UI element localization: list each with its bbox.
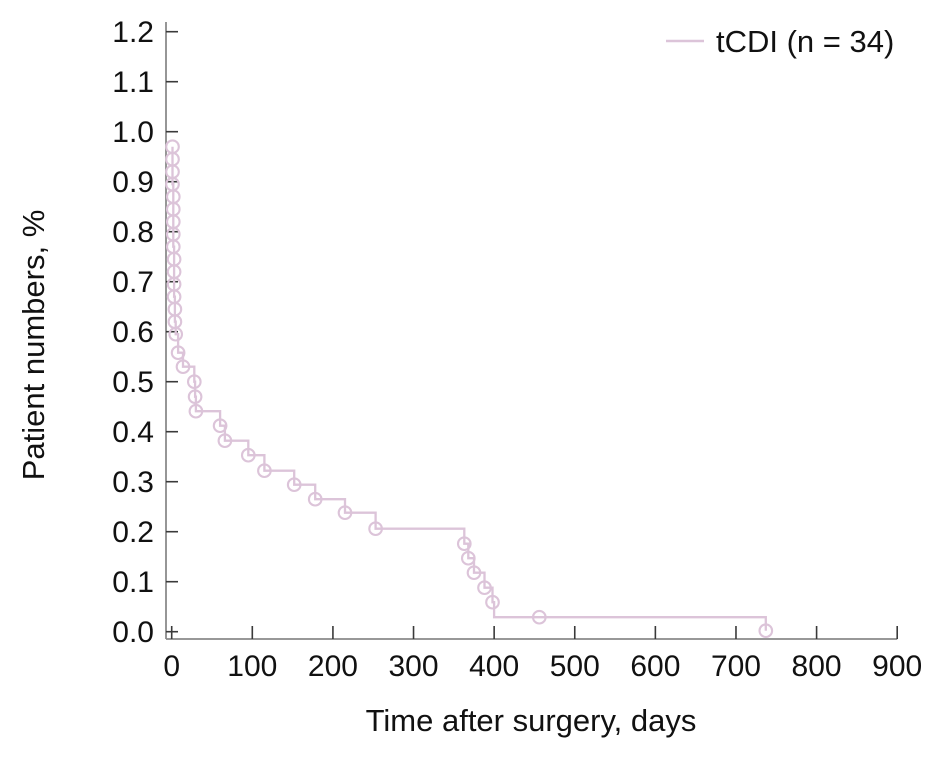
- axes: [165, 22, 898, 640]
- x-tick-label: 0: [163, 650, 180, 683]
- data-point-marker: [337, 505, 353, 521]
- data-point-marker: [286, 477, 302, 493]
- data-point-marker: [368, 521, 383, 537]
- data-point-marker: [217, 433, 233, 449]
- x-tick-label: 100: [227, 650, 277, 683]
- data-point-marker: [460, 550, 476, 566]
- data-point-marker: [186, 374, 202, 390]
- y-tick-label: 0.1: [112, 566, 154, 599]
- y-tick-label: 0.5: [112, 366, 154, 399]
- y-tick-label: 0.9: [112, 166, 154, 199]
- x-tick-label: 500: [550, 650, 600, 683]
- y-tick-label: 0.8: [112, 216, 154, 249]
- x-axis-title: Time after surgery, days: [366, 703, 697, 738]
- x-tick-label: 400: [469, 650, 519, 683]
- x-tick-label: 200: [308, 650, 358, 683]
- y-tick-label: 0.0: [112, 616, 154, 649]
- y-axis-title: Patient numbers, %: [16, 210, 51, 481]
- data-point-markers: [165, 139, 774, 639]
- legend: tCDI (n = 34): [666, 24, 894, 59]
- x-tick-label: 300: [389, 650, 439, 683]
- data-point-marker: [477, 580, 492, 596]
- y-tick-label: 0.2: [112, 516, 154, 549]
- x-tick-label: 900: [872, 650, 922, 683]
- x-ticks: 0 100 200 300 400 500 600 700 800 900: [163, 626, 922, 683]
- y-tick-label: 0.7: [112, 266, 154, 299]
- data-point-marker: [531, 609, 547, 625]
- y-tick-label: 1.2: [112, 16, 154, 49]
- data-point-marker: [187, 389, 203, 405]
- data-point-marker: [456, 536, 472, 552]
- y-tick-label: 0.6: [112, 316, 154, 349]
- x-tick-label: 800: [792, 650, 842, 683]
- data-point-marker: [466, 565, 482, 581]
- y-tick-label: 0.4: [112, 416, 154, 449]
- data-point-marker: [188, 403, 204, 419]
- legend-label: tCDI (n = 34): [716, 24, 894, 59]
- data-point-marker: [758, 623, 774, 639]
- data-point-marker: [212, 418, 228, 434]
- y-tick-label: 1.1: [112, 66, 154, 99]
- data-point-marker: [170, 345, 186, 361]
- y-tick-label: 1.0: [112, 116, 154, 149]
- series-line: [171, 146, 767, 631]
- data-point-marker: [240, 447, 256, 463]
- x-tick-label: 600: [630, 650, 680, 683]
- data-point-marker: [257, 463, 272, 479]
- data-point-marker: [168, 326, 184, 342]
- survival-step-line: [171, 146, 767, 631]
- data-point-marker: [307, 491, 323, 507]
- x-tick-label: 700: [711, 650, 761, 683]
- y-ticks: 0.0 0.1 0.2 0.3 0.4 0.5 0.6 0.7 0.8 0.9 1.0 1.1 1.2: [112, 16, 178, 649]
- data-point-marker: [485, 594, 500, 610]
- y-tick-label: 0.3: [112, 466, 154, 499]
- data-point-marker: [175, 359, 191, 375]
